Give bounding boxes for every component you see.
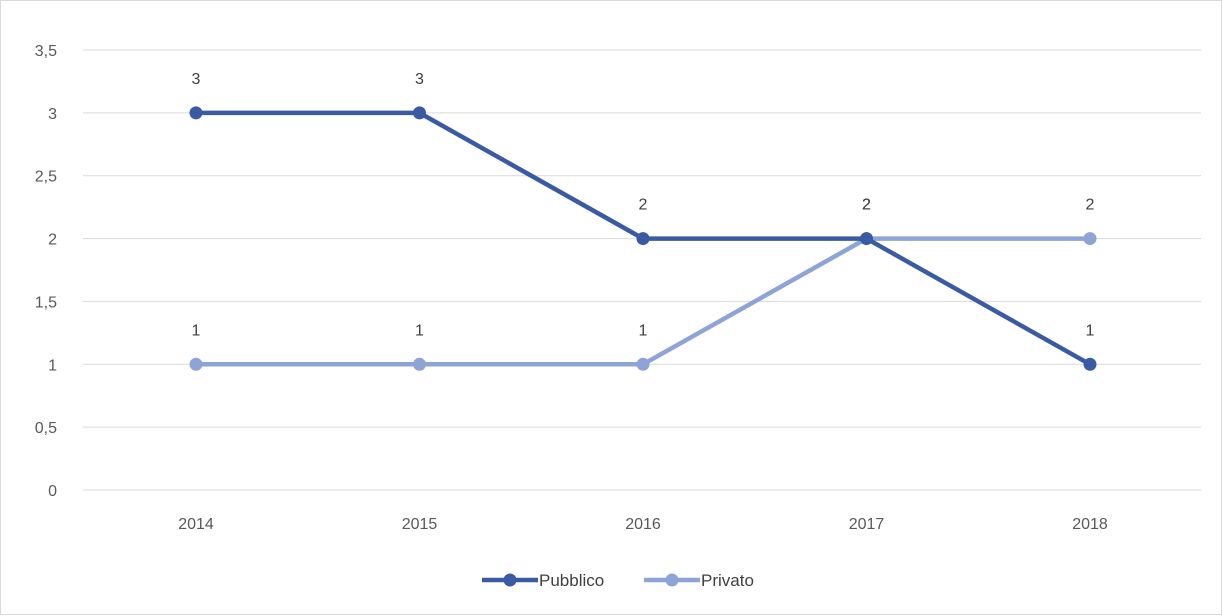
data-point (636, 357, 650, 371)
y-tick-label: 0 (48, 483, 57, 500)
data-label: 2 (1086, 197, 1095, 214)
y-tick-label: 2 (48, 232, 57, 249)
data-point (413, 357, 426, 371)
legend: Pubblico Privato (482, 571, 754, 590)
data-label: 2 (862, 197, 871, 214)
data-label: 1 (639, 322, 648, 339)
y-tick-label: 1 (48, 357, 57, 374)
x-axis-tick-labels: 2014 2015 2016 2017 2018 (178, 516, 1108, 533)
series-privato (189, 232, 1097, 371)
data-point (860, 232, 873, 246)
data-point (1083, 357, 1097, 371)
legend-item-pubblico: Pubblico (482, 571, 604, 590)
data-label: 3 (192, 71, 201, 88)
x-tick-label: 2016 (625, 516, 661, 533)
y-tick-label: 2,5 (35, 169, 57, 186)
legend-swatch-marker (665, 573, 679, 587)
y-tick-label: 3,5 (35, 43, 57, 60)
data-point (189, 106, 203, 120)
data-label: 1 (415, 322, 424, 339)
legend-label: Privato (701, 571, 754, 590)
legend-item-privato: Privato (644, 571, 754, 590)
data-labels: 1 1 12 23 32 21 (192, 71, 1095, 339)
series-lines (189, 106, 1097, 371)
data-label: 2 (862, 197, 871, 214)
x-tick-label: 2017 (849, 516, 885, 533)
data-point (636, 232, 650, 246)
y-tick-label: 0,5 (35, 420, 57, 437)
legend-swatch-marker (503, 573, 517, 587)
data-label: 3 (415, 71, 424, 88)
y-tick-label: 1,5 (35, 294, 57, 311)
series-pubblico (189, 106, 1097, 371)
data-point (1083, 232, 1097, 246)
legend-label: Pubblico (539, 571, 604, 590)
x-tick-label: 2014 (178, 516, 214, 533)
data-label: 1 (192, 322, 201, 339)
data-point (189, 357, 203, 371)
data-label: 1 (1086, 322, 1095, 339)
y-axis-tick-labels: 0 0,5 1 1,5 2 2,5 3 3,5 (35, 43, 57, 500)
y-tick-label: 3 (48, 106, 57, 123)
gridlines (83, 49, 1201, 491)
x-tick-label: 2018 (1072, 516, 1108, 533)
x-tick-label: 2015 (402, 516, 438, 533)
data-label: 2 (639, 197, 648, 214)
data-point (413, 106, 426, 120)
